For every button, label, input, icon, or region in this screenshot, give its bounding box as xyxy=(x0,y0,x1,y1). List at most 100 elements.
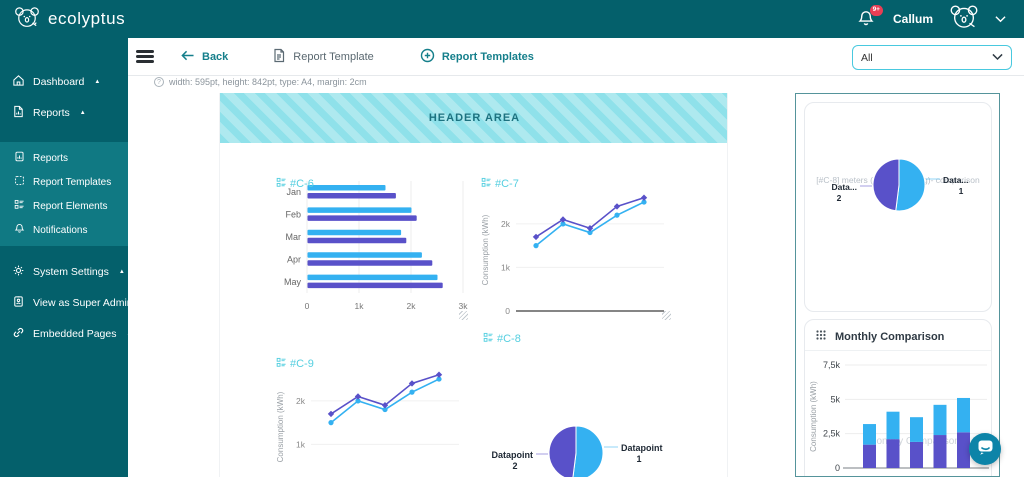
id-badge-icon xyxy=(12,295,25,311)
sidebar-item-dashboard[interactable]: Dashboard ▲ xyxy=(0,66,128,97)
bell-icon xyxy=(14,223,25,237)
resize-handle[interactable] xyxy=(662,311,671,320)
svg-text:Datapoint: Datapoint xyxy=(621,443,663,453)
element-icon xyxy=(483,332,494,346)
document-icon xyxy=(272,48,286,66)
svg-text:1k: 1k xyxy=(296,439,306,449)
gear-icon xyxy=(12,264,25,280)
element-card-pie-preview[interactable]: [#C-8] meters (main incoming)- compariso… xyxy=(804,102,992,312)
chat-bubble-button[interactable] xyxy=(969,433,1001,465)
back-arrow-icon xyxy=(180,49,195,65)
svg-text:Jan: Jan xyxy=(286,187,301,197)
editor-toolbar: Back Report Template Report Templates Al… xyxy=(128,38,1024,114)
sidebar-item-embedded-pages[interactable]: Embedded Pages ▲ xyxy=(0,318,132,349)
sidebar-item-reports[interactable]: Reports ▲ xyxy=(0,97,128,128)
report-canvas[interactable]: HEADER AREA 0 1k 2k 3k Jan Feb Mar Apr May #C-6 … xyxy=(219,93,728,477)
svg-text:Consumption (kWh): Consumption (kWh) xyxy=(276,391,285,462)
svg-text:5k: 5k xyxy=(830,394,840,404)
back-button[interactable]: Back xyxy=(180,49,228,65)
svg-text:0: 0 xyxy=(305,301,310,311)
svg-text:Mar: Mar xyxy=(286,232,302,242)
svg-text:Consumption (kWh): Consumption (kWh) xyxy=(809,381,818,452)
sidebar-item-view-as-super-admin[interactable]: View as Super Admin xyxy=(0,287,133,318)
svg-text:1k: 1k xyxy=(355,301,365,311)
reports-submenu: Reports Report Templates Report Elements xyxy=(0,142,128,246)
sidebar-item-report-elements[interactable]: Report Elements xyxy=(0,194,128,218)
elements-panel: [#C-8] meters (main incoming)- compariso… xyxy=(795,93,1000,477)
chart-c7-label[interactable]: #C-7 xyxy=(481,177,519,191)
app-name: ecolyptus xyxy=(48,9,126,28)
drag-handle-icon[interactable] xyxy=(815,328,827,346)
avatar-koala-icon[interactable] xyxy=(949,3,979,35)
dashed-square-icon xyxy=(14,175,25,189)
svg-text:0: 0 xyxy=(835,463,840,473)
svg-text:3k: 3k xyxy=(459,301,469,311)
chevron-down-icon xyxy=(992,52,1003,64)
chart-c9-label[interactable]: #C-9 xyxy=(276,357,314,371)
svg-text:2k: 2k xyxy=(407,301,417,311)
svg-text:7,5k: 7,5k xyxy=(823,360,841,370)
svg-text:Data...: Data... xyxy=(831,182,857,192)
app-logo[interactable]: ecolyptus xyxy=(0,5,125,34)
link-icon xyxy=(12,326,25,342)
page-format-info: ? width: 595pt, height: 842pt, type: A4,… xyxy=(154,77,367,87)
bell-icon xyxy=(857,11,875,32)
user-name: Callum xyxy=(892,12,933,26)
element-card-monthly-comparison[interactable]: Monthly Comparison 0 2,5k 5k 7,5k Consumptio… xyxy=(804,319,992,476)
chart-c8-label[interactable]: #C-8 xyxy=(483,332,521,346)
sidebar-item-report-templates[interactable]: Report Templates xyxy=(0,170,128,194)
element-icon xyxy=(481,177,492,191)
svg-text:Datapoint: Datapoint xyxy=(492,450,534,460)
svg-text:2,5k: 2,5k xyxy=(823,429,841,439)
caret-up-icon: ▲ xyxy=(94,78,101,85)
sidebar-item-system-settings[interactable]: System Settings ▲ xyxy=(0,256,128,287)
caret-up-icon: ▲ xyxy=(79,109,86,116)
report-doc-icon xyxy=(14,151,25,165)
sidebar: Dashboard ▲ Reports ▲ Reports xyxy=(0,38,133,477)
svg-text:2k: 2k xyxy=(501,219,511,229)
svg-text:Data...: Data... xyxy=(943,175,969,185)
monthly-comparison-title: Monthly Comparison xyxy=(835,331,945,343)
caret-up-icon: ▲ xyxy=(126,330,133,337)
header-area-placeholder[interactable]: HEADER AREA xyxy=(220,93,727,143)
bar-chart-c6[interactable]: 0 1k 2k 3k Jan Feb Mar Apr May xyxy=(271,175,471,325)
svg-text:2k: 2k xyxy=(296,396,306,406)
koala-logo-icon xyxy=(14,5,40,34)
elements-grid-icon xyxy=(14,199,25,213)
tab-report-templates[interactable]: Report Templates xyxy=(420,48,534,66)
svg-text:Apr: Apr xyxy=(287,254,301,264)
filter-dropdown[interactable]: All xyxy=(852,45,1012,70)
notification-badge: 9+ xyxy=(869,5,883,16)
svg-text:May: May xyxy=(284,277,302,287)
chart-c6-label[interactable]: #C-6 xyxy=(276,177,314,191)
top-bar: ecolyptus 9+ Callum xyxy=(0,0,1024,38)
svg-text:1: 1 xyxy=(636,454,641,464)
element-icon xyxy=(276,177,287,191)
element-icon xyxy=(276,357,287,371)
svg-text:1: 1 xyxy=(959,186,964,196)
tab-report-template[interactable]: Report Template xyxy=(272,48,374,66)
line-chart-c7[interactable]: 0 1k 2k Consumption (kWh) xyxy=(476,175,676,325)
sidebar-item-reports-sub[interactable]: Reports xyxy=(0,146,128,170)
resize-handle[interactable] xyxy=(459,311,468,320)
report-file-icon xyxy=(12,105,25,121)
caret-up-icon: ▲ xyxy=(118,268,125,275)
svg-text:Feb: Feb xyxy=(285,210,301,220)
home-icon xyxy=(12,74,25,90)
notifications-button[interactable]: 9+ xyxy=(857,5,883,32)
info-icon: ? xyxy=(154,77,164,87)
svg-text:0: 0 xyxy=(505,306,510,316)
sidebar-item-notifications[interactable]: Notifications xyxy=(0,218,128,242)
svg-text:Consumption (kWh): Consumption (kWh) xyxy=(481,214,490,285)
hamburger-menu-icon[interactable] xyxy=(136,48,154,66)
user-menu-chevron-icon[interactable] xyxy=(995,10,1006,28)
svg-text:2: 2 xyxy=(837,193,842,203)
plus-circle-icon xyxy=(420,48,435,66)
header-area-label: HEADER AREA xyxy=(428,112,521,124)
svg-text:1k: 1k xyxy=(501,262,511,272)
chat-icon xyxy=(977,439,994,460)
